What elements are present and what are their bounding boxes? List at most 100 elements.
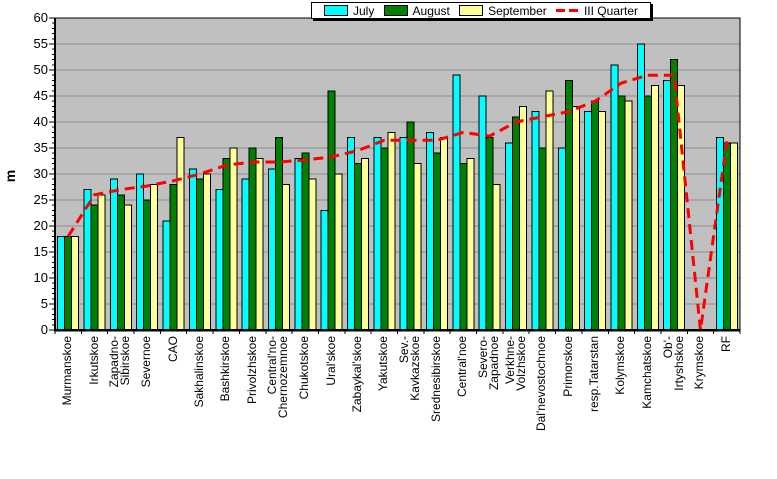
bar-august — [169, 183, 178, 331]
bar-september — [492, 183, 501, 331]
bar-july — [215, 189, 224, 331]
bar-august — [327, 90, 336, 331]
bar-august — [116, 194, 125, 331]
bar-august — [90, 204, 99, 331]
bar-july — [188, 168, 197, 331]
legend-item-august: August — [383, 3, 450, 18]
y-tick-label: 50 — [33, 62, 48, 77]
x-category-label: Ob'- Irtyshskoe — [660, 336, 686, 391]
bar-august — [564, 79, 573, 331]
bar-august — [195, 178, 204, 331]
x-category-label: Murmanskoe — [60, 336, 75, 406]
bar-august — [433, 152, 442, 331]
bar-july — [715, 137, 724, 331]
bar-july — [241, 178, 250, 331]
legend-label-september: September — [488, 3, 547, 18]
bar-september — [624, 100, 633, 331]
bar-september — [729, 142, 738, 331]
bar-august — [143, 199, 152, 331]
bar-september — [71, 235, 80, 331]
legend-item-september: September — [459, 4, 547, 18]
x-category-label: Krymskoe — [692, 336, 707, 390]
x-category-label: Srednesibirskoe — [429, 336, 444, 423]
bar-july — [557, 147, 566, 331]
bar-august — [617, 95, 626, 331]
bar-august — [380, 147, 389, 331]
x-category-label: Bashkirskoe — [218, 336, 233, 402]
bar-september — [413, 163, 422, 331]
bar-august — [274, 137, 283, 331]
bar-july — [267, 168, 276, 331]
bar-august — [485, 137, 494, 331]
bar-september — [360, 157, 369, 331]
y-tick-label: 45 — [33, 88, 48, 103]
x-category-label: Yakutskoe — [376, 336, 391, 392]
bar-september — [150, 183, 159, 331]
bar-september — [176, 137, 185, 331]
bar-september — [519, 105, 528, 331]
y-tick-label: 0 — [40, 322, 48, 337]
bar-august — [353, 163, 362, 331]
x-category-label: Irkutskoe — [86, 336, 101, 385]
bar-august — [538, 147, 547, 331]
bar-september — [97, 194, 106, 331]
x-category-label: Privolzhskoe — [244, 336, 259, 405]
legend-label-august: August — [412, 3, 450, 18]
x-category-label: Severo- Zapadnoe — [476, 336, 502, 391]
x-category-label: Chukotskoe — [297, 336, 312, 400]
x-category-label: Sakhalinskoe — [191, 336, 206, 408]
legend-item-quarter: III Quarter — [555, 4, 638, 18]
bar-august — [248, 147, 257, 331]
x-category-label: Sev.- Kavkazskoe — [397, 336, 423, 401]
bar-july — [584, 111, 593, 331]
bar-july — [373, 137, 382, 331]
bar-august — [222, 157, 231, 331]
bar-september — [650, 85, 659, 331]
bar-july — [57, 235, 66, 331]
y-tick-label: 10 — [33, 270, 48, 285]
x-category-label: Central'no- Chernozemnoe — [265, 336, 291, 419]
y-tick-label: 30 — [33, 166, 48, 181]
x-category-label: Primorskoe — [560, 336, 575, 397]
legend-item-july: July — [324, 4, 374, 18]
bar-september — [123, 204, 132, 331]
y-tick-label: 60 — [33, 10, 48, 25]
bar-september — [466, 157, 475, 331]
bar-july — [505, 142, 514, 331]
bar-august — [301, 152, 310, 331]
x-category-label: Zabaykal'skoe — [349, 336, 364, 413]
bar-september — [440, 137, 449, 331]
bar-july — [162, 220, 171, 331]
x-category-label: Kamchatskoe — [639, 336, 654, 409]
bar-august — [643, 95, 652, 331]
bar-september — [545, 90, 554, 331]
bar-august — [591, 100, 600, 331]
bar-september — [255, 157, 264, 331]
x-category-label: Verkhne- Volzhskoe — [502, 336, 528, 391]
bar-september — [281, 183, 290, 331]
y-tick-label: 20 — [33, 218, 48, 233]
y-tick-label: 5 — [40, 296, 48, 311]
dashed-line-icon — [555, 9, 578, 12]
bar-september — [387, 131, 396, 331]
bar-july — [346, 137, 355, 331]
september-swatch — [459, 5, 484, 16]
x-category-label: Kolymskoe — [613, 336, 628, 395]
y-tick-label: 40 — [33, 114, 48, 129]
bar-september — [571, 105, 580, 331]
bar-july — [663, 79, 672, 331]
y-tick-label: 55 — [33, 36, 48, 51]
x-category-label: RF — [718, 336, 733, 352]
bar-july — [636, 43, 645, 331]
bar-july — [478, 95, 487, 331]
bar-july — [320, 209, 329, 331]
bar-july — [531, 111, 540, 331]
x-category-label: Severnoe — [139, 336, 154, 388]
bar-july — [109, 178, 118, 331]
y-tick-label: 15 — [33, 244, 48, 259]
bar-july — [294, 157, 303, 331]
bar-august — [64, 235, 73, 331]
x-category-label: Zapadno- Sibirskoe — [107, 336, 133, 388]
